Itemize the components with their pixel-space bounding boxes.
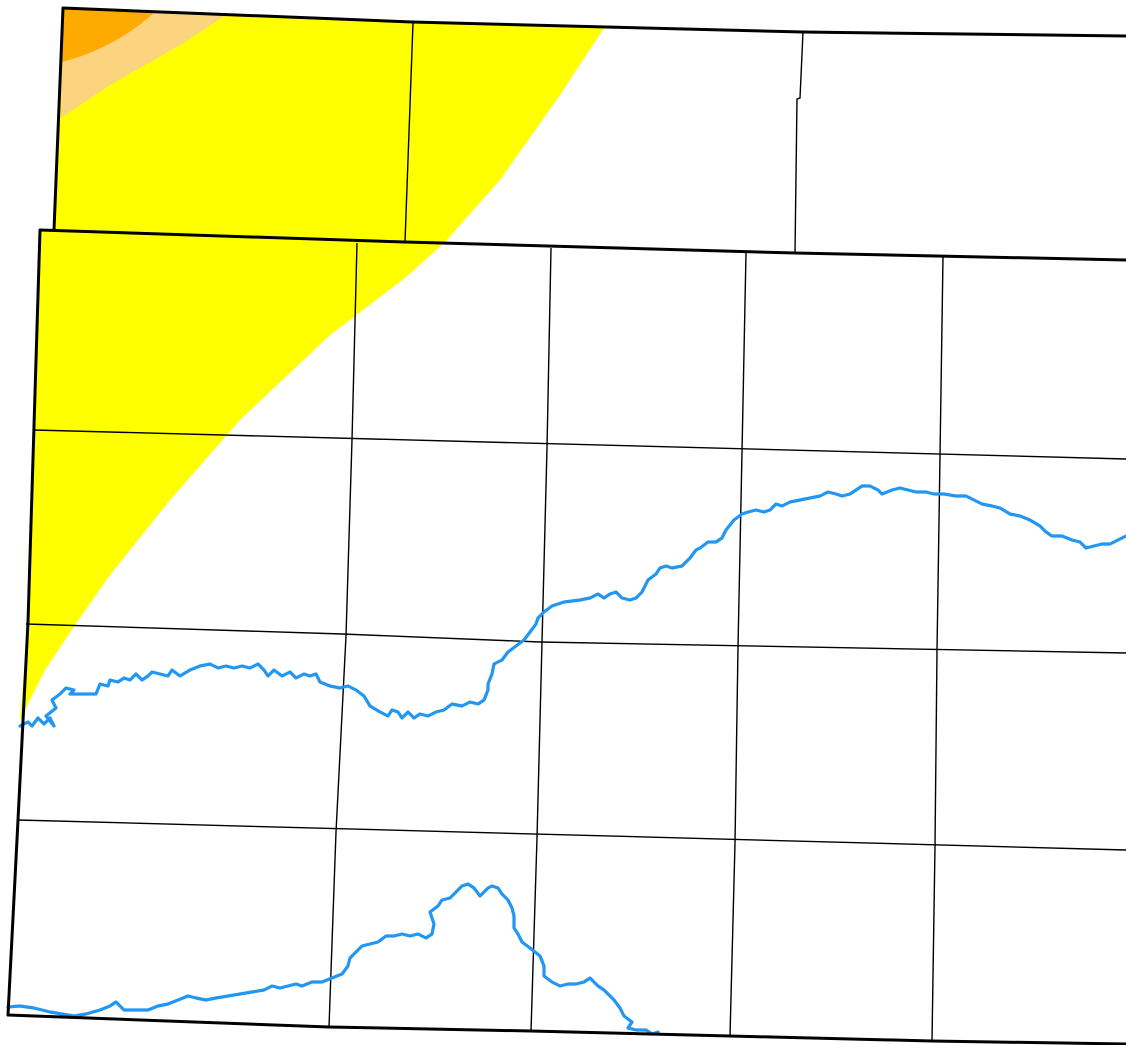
county-line <box>328 242 358 1028</box>
county-line <box>33 429 1126 460</box>
county-line <box>794 31 804 254</box>
drought-areas <box>20 8 604 720</box>
abnormally-dry-area <box>20 8 604 720</box>
river-line <box>18 484 1126 728</box>
county-line <box>25 623 1126 654</box>
river-line <box>6 882 660 1036</box>
severe-drought-area <box>62 8 155 62</box>
county-line <box>931 256 944 1042</box>
county-line <box>729 252 747 1037</box>
rivers <box>6 484 1126 1036</box>
state-boundary-upper <box>52 6 1126 231</box>
county-boundaries <box>17 22 1126 1042</box>
state-boundary-lower-outline <box>6 228 1126 1045</box>
county-line <box>404 22 414 243</box>
county-line <box>17 819 1126 851</box>
county-line <box>530 247 552 1032</box>
state-boundaries <box>6 6 1126 1045</box>
